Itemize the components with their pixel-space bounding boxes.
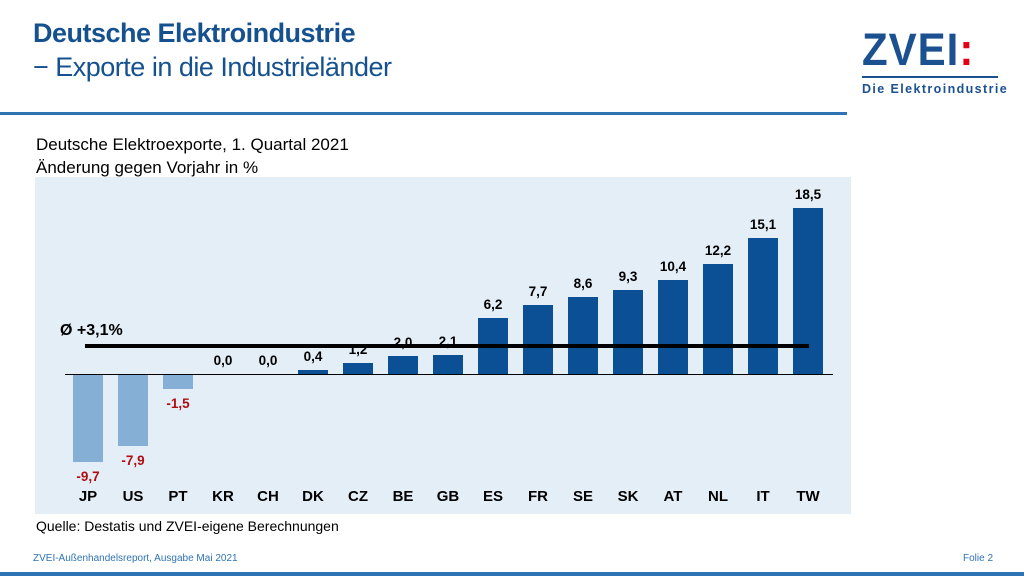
bar-SK: [613, 290, 643, 374]
value-label-JP: -9,7: [76, 469, 100, 485]
bottom-accent-bar: [0, 572, 1024, 576]
average-label: Ø +3,1%: [60, 322, 123, 340]
bar-chart: Ø +3,1% -9,7 JP -7,9 US -1,5 PT 0,0 KR 0,0 CH 0,4 D…: [35, 177, 851, 514]
category-label-SE: SE: [572, 488, 593, 505]
category-label-US: US: [122, 488, 144, 505]
zvei-logo-text: ZVEI: [862, 23, 960, 75]
bar-GB: [433, 355, 463, 374]
category-label-PT: PT: [168, 488, 188, 505]
value-label-PT: -1,5: [166, 395, 190, 411]
bar-AT: [658, 280, 688, 374]
page-subtitle: − Exporte in die Industrieländer: [33, 52, 392, 82]
category-label-BE: BE: [392, 488, 414, 505]
chart-subtitle-line1: Deutsche Elektroexporte, 1. Quartal 2021: [36, 135, 349, 154]
category-label-TW: TW: [796, 488, 820, 505]
bar-JP: [73, 375, 103, 463]
category-label-KR: KR: [212, 488, 234, 505]
category-label-GB: GB: [436, 488, 460, 505]
value-label-FR: 7,7: [528, 283, 548, 299]
category-label-ES: ES: [482, 488, 503, 505]
bar-BE: [388, 356, 418, 374]
value-label-KR: 0,0: [213, 353, 233, 368]
header-divider: [0, 112, 847, 115]
value-label-ES: 6,2: [483, 297, 503, 313]
bar-SE: [568, 296, 598, 374]
source-note: Quelle: Destatis und ZVEI-eigene Berechn…: [36, 518, 339, 534]
zvei-logo-wordmark: ZVEI:: [862, 23, 998, 75]
bar-PT: [163, 375, 193, 389]
average-line: [85, 344, 809, 349]
zvei-logo-colon: :: [959, 23, 975, 75]
category-label-IT: IT: [756, 488, 770, 505]
category-label-CH: CH: [257, 488, 279, 505]
footer-report-info: ZVEI-Außenhandelsreport, Ausgabe Mai 202…: [33, 553, 238, 564]
bar-TW: [793, 207, 823, 374]
page-title: Deutsche Elektroindustrie: [33, 18, 356, 48]
bar-CZ: [343, 363, 373, 374]
category-label-NL: NL: [708, 488, 728, 505]
category-label-JP: JP: [78, 488, 98, 505]
zvei-logo: ZVEI: Die Elektroindustrie: [862, 23, 1009, 96]
category-label-SK: SK: [617, 488, 639, 505]
value-label-SK: 9,3: [618, 269, 638, 285]
bar-DK: [298, 370, 328, 374]
slide-title-block: Deutsche Elektroindustrie − Exporte in d…: [33, 16, 392, 84]
zero-axis-line: [65, 374, 833, 375]
value-label-CH: 0,0: [258, 353, 278, 368]
value-label-DK: 0,4: [303, 349, 323, 365]
zvei-logo-tagline: Die Elektroindustrie: [862, 82, 1009, 96]
value-label-SE: 8,6: [573, 275, 593, 291]
bar-US: [118, 375, 148, 447]
value-label-AT: 10,4: [659, 259, 687, 275]
bar-FR: [523, 304, 553, 374]
chart-subtitle: Deutsche Elektroexporte, 1. Quartal 2021…: [36, 133, 349, 179]
zvei-logo-divider: [862, 76, 998, 78]
chart-subtitle-line2: Änderung gegen Vorjahr in %: [36, 158, 259, 177]
bar-NL: [703, 264, 733, 374]
category-label-FR: FR: [528, 488, 548, 505]
category-label-CZ: CZ: [348, 488, 368, 505]
value-label-TW: 18,5: [794, 186, 822, 202]
value-label-US: -7,9: [121, 453, 145, 469]
bar-IT: [748, 238, 778, 374]
value-label-NL: 12,2: [704, 243, 732, 259]
category-label-AT: AT: [663, 488, 683, 505]
category-label-DK: DK: [302, 488, 324, 505]
slide-number: Folie 2: [962, 553, 993, 564]
value-label-IT: 15,1: [749, 217, 777, 233]
